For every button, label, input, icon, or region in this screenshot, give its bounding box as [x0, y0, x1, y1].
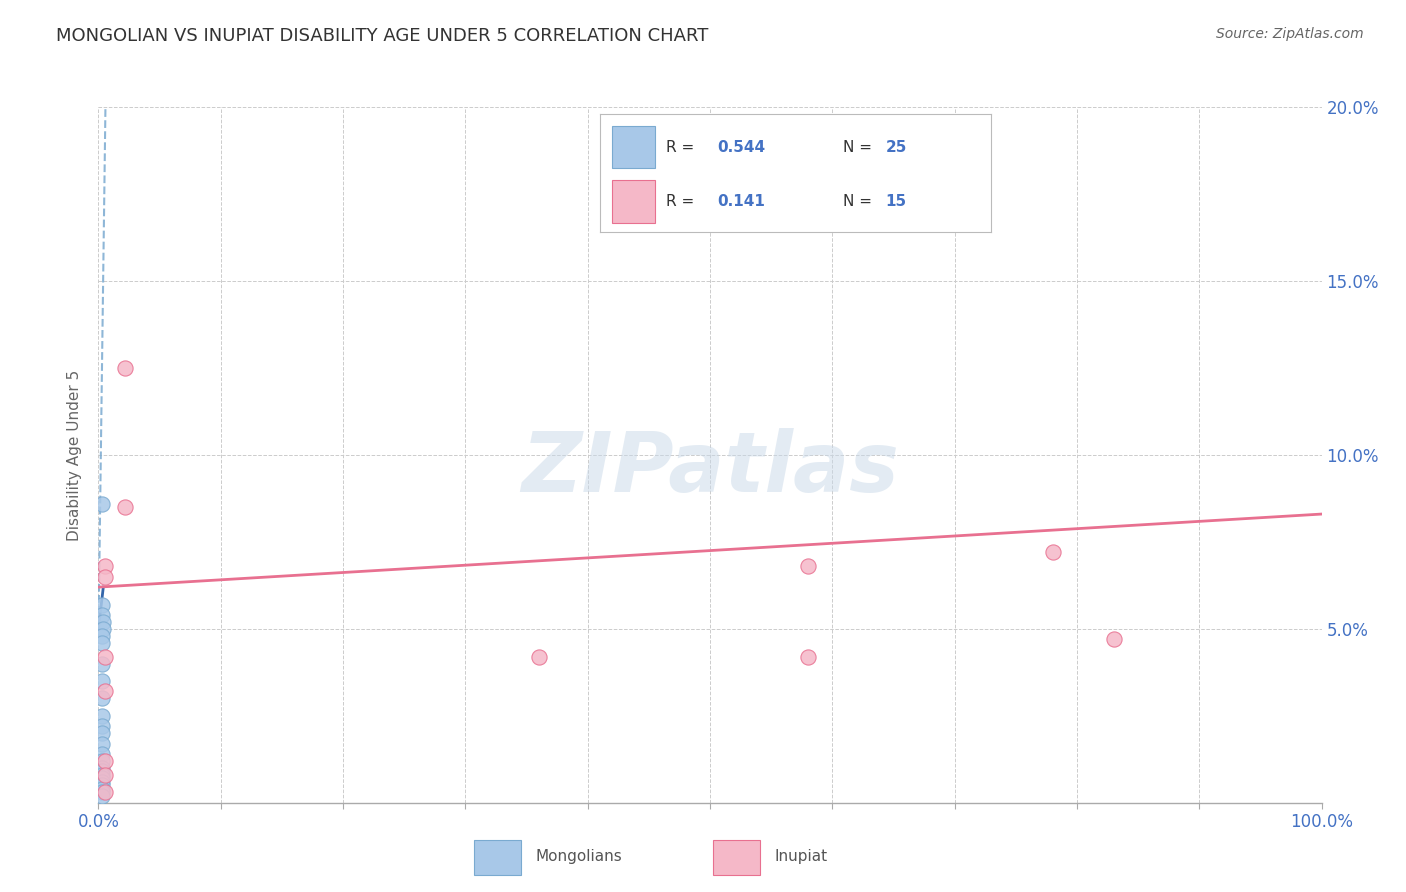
Point [797, 177, 820, 191]
Point [91, 598, 114, 612]
Text: ZIPatlas: ZIPatlas [522, 428, 898, 509]
Point [91, 772, 114, 786]
Point [114, 500, 136, 514]
Point [91, 737, 114, 751]
Point [91, 607, 114, 622]
Point [91, 761, 114, 775]
FancyBboxPatch shape [713, 840, 761, 875]
FancyBboxPatch shape [474, 840, 522, 875]
Point [93, 754, 115, 768]
Point [91, 708, 114, 723]
Point [1102, 632, 1125, 647]
Text: Mongolians: Mongolians [536, 849, 623, 863]
Point [93, 649, 115, 664]
Point [93, 570, 115, 584]
Point [93, 684, 115, 698]
Point [114, 360, 136, 375]
Point [1042, 545, 1064, 559]
Point [91, 719, 114, 733]
Point [797, 559, 820, 574]
Text: Inupiat: Inupiat [775, 849, 828, 863]
Point [91, 747, 114, 761]
Point [93, 768, 115, 782]
Point [91, 781, 114, 796]
Text: Source: ZipAtlas.com: Source: ZipAtlas.com [1216, 27, 1364, 41]
Point [91, 674, 114, 689]
Point [91, 778, 114, 792]
Point [91, 657, 114, 671]
Point [91, 785, 114, 799]
Point [91, 789, 114, 803]
Point [91, 775, 114, 789]
Text: MONGOLIAN VS INUPIAT DISABILITY AGE UNDER 5 CORRELATION CHART: MONGOLIAN VS INUPIAT DISABILITY AGE UNDE… [56, 27, 709, 45]
Point [91, 726, 114, 740]
Point [93, 785, 115, 799]
Point [93, 559, 115, 574]
Point [91, 764, 114, 779]
Point [527, 649, 550, 664]
Point [797, 649, 820, 664]
Point [91, 622, 114, 636]
Point [91, 497, 114, 511]
Point [91, 754, 114, 768]
Point [91, 636, 114, 650]
Point [91, 691, 114, 706]
Y-axis label: Disability Age Under 5: Disability Age Under 5 [67, 369, 83, 541]
Point [91, 615, 114, 629]
Point [91, 629, 114, 643]
Point [91, 768, 114, 782]
